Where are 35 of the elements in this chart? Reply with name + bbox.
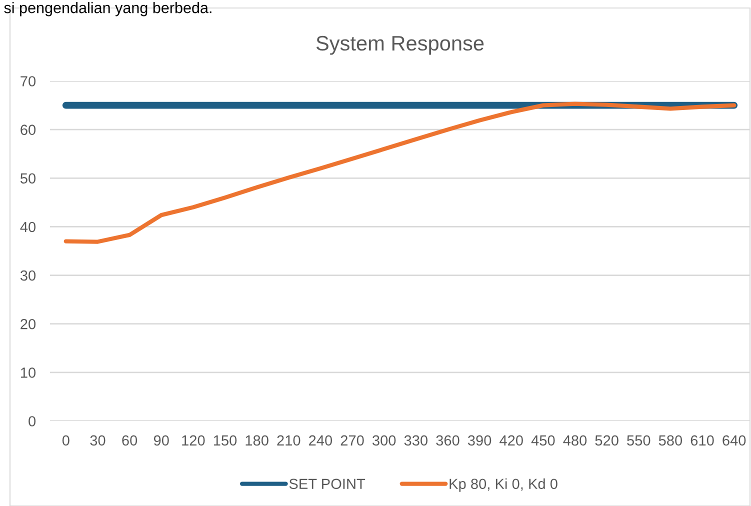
x-tick-label: 0 xyxy=(62,435,70,446)
x-tick-label: 120 xyxy=(182,435,205,446)
x-tick-label: 520 xyxy=(595,435,618,446)
y-tick-label: 20 xyxy=(20,318,36,330)
x-tick-label: 610 xyxy=(690,435,714,446)
x-tick-label: 300 xyxy=(372,435,396,446)
x-tick-label: 450 xyxy=(531,435,555,446)
x-tick-label: 240 xyxy=(309,435,332,446)
x-tick-label: 580 xyxy=(658,435,682,446)
legend-label: SET POINT xyxy=(289,478,366,490)
y-tick-label: 60 xyxy=(20,124,36,135)
y-tick-label: 70 xyxy=(20,76,36,86)
x-tick-label: 550 xyxy=(627,435,650,446)
x-tick-label: 90 xyxy=(154,435,169,446)
y-tick-label: 50 xyxy=(20,173,36,184)
x-tick-label: 330 xyxy=(404,435,428,446)
y-tick-label: 0 xyxy=(28,416,36,426)
x-tick-label: 150 xyxy=(214,435,237,446)
x-tick-label: 360 xyxy=(436,435,460,446)
y-tick-label: 10 xyxy=(21,368,36,378)
x-tick-label: 180 xyxy=(246,435,268,446)
y-tick-label: 40 xyxy=(20,222,36,232)
x-tick-label: 640 xyxy=(722,435,746,446)
legend-label: Kp 80, Ki 0, Kd 0 xyxy=(450,478,558,492)
line-series xyxy=(64,102,736,244)
y-tick-label: 30 xyxy=(20,270,36,281)
text: si pengendalian yang berbeda. xyxy=(4,2,212,16)
x-tick-label: 390 xyxy=(468,435,492,446)
x-tick-label: 420 xyxy=(500,435,523,446)
x-tick-label: 270 xyxy=(340,435,364,446)
x-tick-label: 60 xyxy=(122,435,138,446)
x-tick-label: 480 xyxy=(563,435,587,446)
x-tick-label: 30 xyxy=(90,435,106,446)
x-tick-label: 210 xyxy=(277,435,300,446)
chart-title: System Response xyxy=(316,36,484,55)
